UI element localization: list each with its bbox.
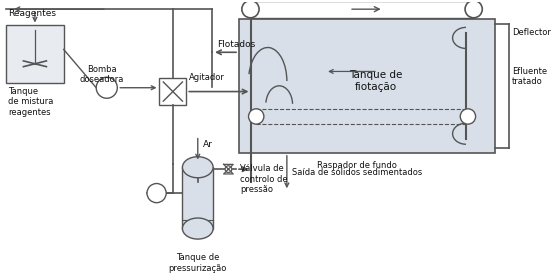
Circle shape <box>249 109 264 124</box>
Text: Agitador: Agitador <box>189 73 225 82</box>
Text: Reagentes: Reagentes <box>8 9 56 18</box>
Text: Tanque de
pressurização: Tanque de pressurização <box>169 253 227 273</box>
Text: Raspador de fundo: Raspador de fundo <box>317 161 397 170</box>
Text: Válvula de
controlo de
pressão: Válvula de controlo de pressão <box>240 164 287 194</box>
Circle shape <box>465 1 482 18</box>
Bar <box>183 167 213 229</box>
Text: Bomba
doseadora: Bomba doseadora <box>80 65 124 84</box>
Text: Flotados: Flotados <box>217 40 255 49</box>
Circle shape <box>242 1 259 18</box>
Bar <box>159 78 186 105</box>
Bar <box>239 19 495 153</box>
Text: Ar: Ar <box>203 140 213 149</box>
Circle shape <box>225 166 232 173</box>
Text: Efluente
tratado: Efluente tratado <box>512 67 547 86</box>
Text: Tanque
de mistura
reagentes: Tanque de mistura reagentes <box>8 87 53 117</box>
Text: Tanque de
fiotação: Tanque de fiotação <box>349 70 402 92</box>
Circle shape <box>147 184 166 203</box>
Bar <box>6 25 64 83</box>
Text: Saída de sólidos sedimentados: Saída de sólidos sedimentados <box>292 168 422 176</box>
Ellipse shape <box>183 218 213 239</box>
Text: Deflector: Deflector <box>512 28 551 37</box>
Ellipse shape <box>183 157 213 178</box>
Circle shape <box>460 109 476 124</box>
Circle shape <box>96 77 117 98</box>
